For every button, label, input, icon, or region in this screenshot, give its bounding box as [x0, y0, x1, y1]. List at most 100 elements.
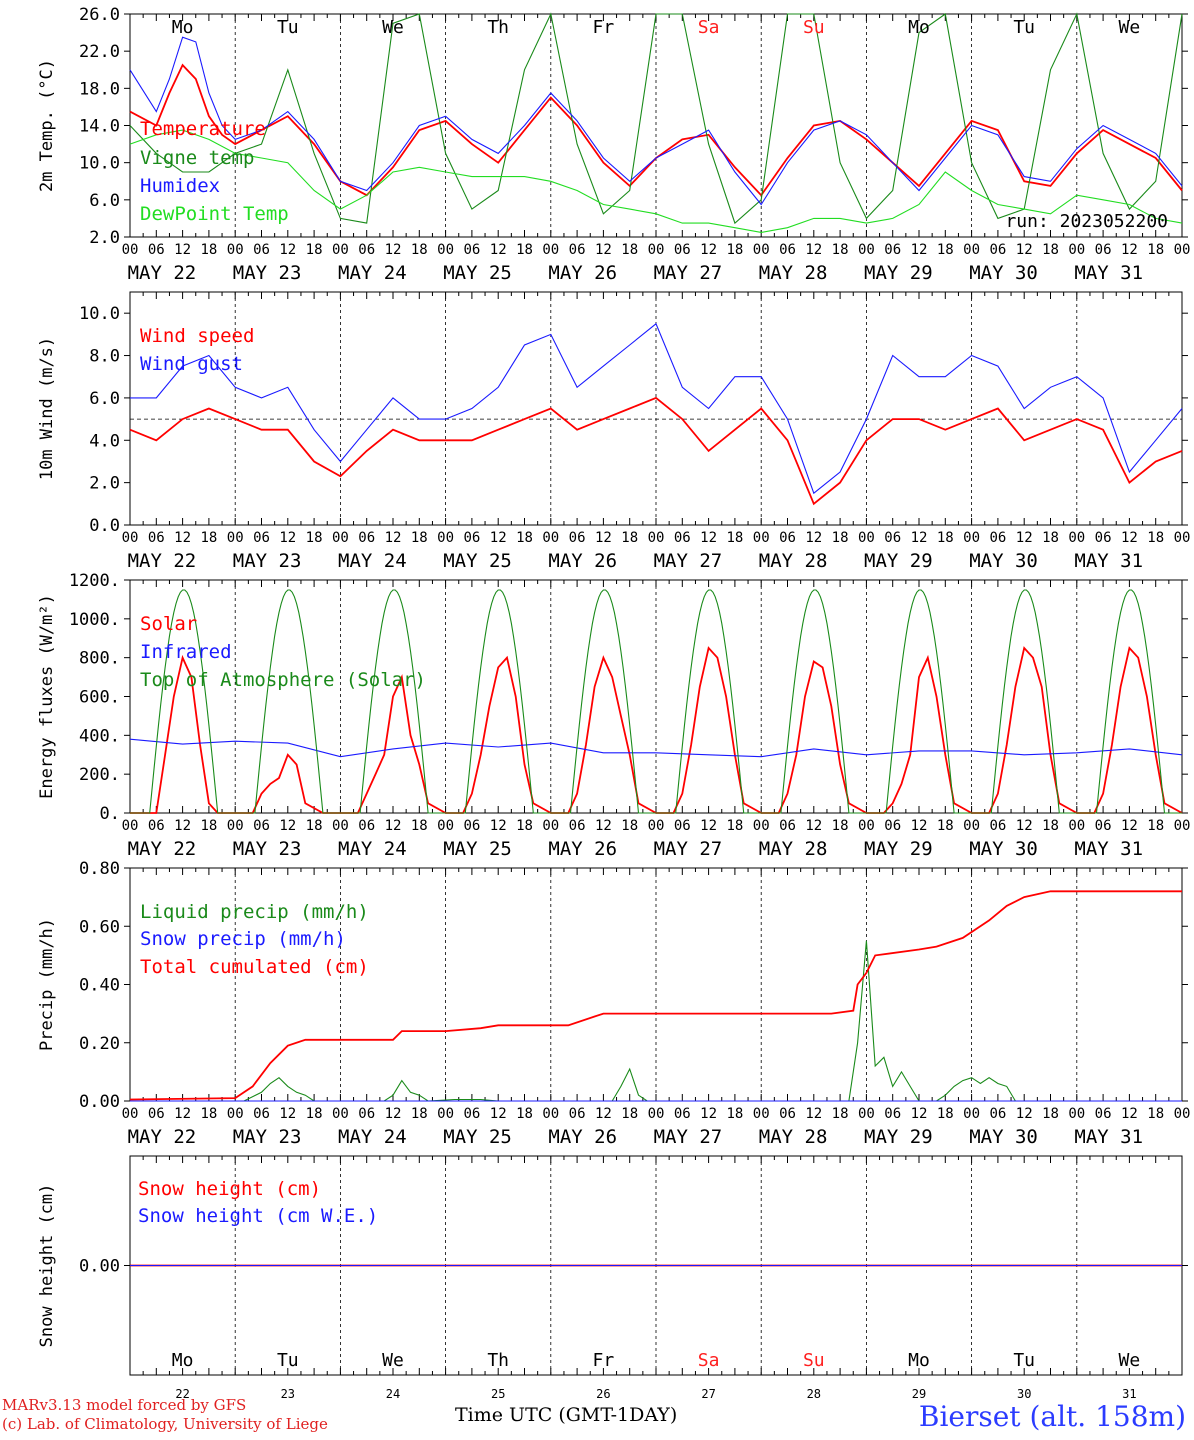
y-tick-label: 6.0 [89, 191, 120, 211]
hour-tick-label: 06 [148, 1106, 165, 1122]
hour-tick-label: 06 [989, 242, 1006, 258]
legend-entry: Top of Atmosphere (Solar) [140, 669, 426, 691]
legend-entry: Infrared [140, 641, 232, 663]
hour-tick-label: 18 [937, 818, 954, 834]
hour-tick-label: 18 [1147, 1106, 1164, 1122]
y-tick-label: 800. [79, 649, 120, 669]
hour-tick-label: 18 [1147, 242, 1164, 258]
hour-tick-label: 00 [1068, 242, 1085, 258]
hour-tick-label: 00 [858, 242, 875, 258]
weekday-label: We [382, 17, 404, 38]
date-label: MAY 30 [969, 838, 1038, 860]
hour-tick-label: 12 [911, 530, 928, 546]
weekday-label: We [1119, 1350, 1141, 1371]
hour-tick-label: 00 [963, 530, 980, 546]
hour-tick-label: 18 [832, 818, 849, 834]
y-axis-label: 2m Temp. (°C) [37, 59, 57, 192]
date-label: MAY 29 [864, 1126, 933, 1148]
legend-entry: Liquid precip (mm/h) [140, 901, 369, 923]
hour-tick-label: 00 [963, 818, 980, 834]
hour-tick-label: 06 [569, 530, 586, 546]
legend-entry: Total cumulated (cm) [140, 956, 369, 978]
day-number-label: 27 [701, 1387, 715, 1401]
date-label: MAY 24 [338, 550, 407, 572]
series-line-wind-gust [130, 322, 1183, 495]
y-tick-label: 0.80 [79, 859, 120, 879]
hour-tick-label: 00 [122, 242, 139, 258]
hour-tick-label: 06 [569, 242, 586, 258]
weekday-label: Sa [698, 17, 720, 38]
hour-tick-label: 12 [174, 530, 191, 546]
date-label: MAY 25 [443, 262, 512, 284]
hour-tick-label: 00 [227, 818, 244, 834]
y-tick-label: 2.0 [89, 474, 120, 494]
weekday-label: Mo [172, 1350, 194, 1371]
hour-tick-label: 00 [332, 818, 349, 834]
hour-tick-label: 00 [122, 818, 139, 834]
hour-tick-label: 00 [542, 818, 559, 834]
hour-tick-label: 06 [779, 530, 796, 546]
date-label: MAY 23 [233, 262, 302, 284]
hour-tick-label: 18 [411, 530, 428, 546]
y-tick-label: 14.0 [79, 117, 120, 137]
hour-tick-label: 00 [332, 242, 349, 258]
y-tick-label: 200. [79, 765, 120, 785]
hour-tick-label: 06 [358, 1106, 375, 1122]
date-label: MAY 30 [969, 262, 1038, 284]
date-label: MAY 23 [233, 838, 302, 860]
date-label: MAY 22 [128, 262, 197, 284]
hour-tick-label: 06 [674, 1106, 691, 1122]
hour-tick-label: 18 [726, 818, 743, 834]
hour-tick-label: 12 [1121, 1106, 1138, 1122]
hour-tick-label: 12 [279, 818, 296, 834]
weekday-label: Su [803, 17, 825, 38]
date-label: MAY 31 [1074, 1126, 1143, 1148]
y-axis-label: Energy fluxes (W/m²) [37, 594, 57, 799]
station-name: Bierset (alt. 158m) [918, 1400, 1186, 1433]
weekday-label: We [382, 1350, 404, 1371]
date-label: MAY 26 [548, 262, 617, 284]
legend-entry: Snow height (cm) [138, 1178, 321, 1200]
hour-tick-label: 00 [1174, 242, 1191, 258]
hour-tick-label: 12 [805, 530, 822, 546]
hour-tick-label: 12 [279, 1106, 296, 1122]
hour-tick-label: 00 [1174, 818, 1191, 834]
weekday-label: Sa [698, 1350, 720, 1371]
series-line-vigne-temp [129, 12, 1183, 225]
date-label: MAY 22 [128, 838, 197, 860]
y-tick-label: 0.0 [89, 516, 120, 536]
date-label: MAY 31 [1074, 262, 1143, 284]
date-label: MAY 24 [338, 1126, 407, 1148]
hour-tick-label: 00 [332, 530, 349, 546]
weekday-label: Tu [277, 1350, 299, 1371]
legend-entry: Snow precip (mm/h) [140, 928, 346, 950]
hour-tick-label: 12 [174, 818, 191, 834]
y-tick-label: 10.0 [79, 154, 120, 174]
hour-tick-label: 00 [648, 530, 665, 546]
day-number-label: 24 [386, 1387, 400, 1401]
hour-tick-label: 00 [963, 1106, 980, 1122]
series-line-temperature [129, 63, 1183, 197]
date-label: MAY 26 [548, 838, 617, 860]
day-number-label: 26 [596, 1387, 610, 1401]
panel-3 [124, 579, 1188, 814]
weekday-label: Th [487, 1350, 509, 1371]
hour-tick-label: 00 [753, 530, 770, 546]
hour-tick-label: 00 [1174, 530, 1191, 546]
hour-tick-label: 00 [227, 242, 244, 258]
y-axis-label: Precip (mm/h) [37, 918, 57, 1051]
hour-tick-label: 06 [884, 818, 901, 834]
hour-tick-label: 00 [437, 530, 454, 546]
hour-tick-label: 12 [911, 1106, 928, 1122]
hour-tick-label: 18 [621, 242, 638, 258]
hour-tick-label: 06 [148, 242, 165, 258]
y-tick-label: 26.0 [79, 5, 120, 25]
hour-tick-label: 18 [1042, 1106, 1059, 1122]
hour-tick-label: 00 [1068, 530, 1085, 546]
hour-tick-label: 18 [516, 530, 533, 546]
hour-tick-label: 18 [516, 818, 533, 834]
date-label: MAY 27 [654, 838, 723, 860]
y-tick-label: 1000. [69, 610, 120, 630]
panel-5 [124, 1155, 1188, 1376]
hour-tick-label: 00 [122, 1106, 139, 1122]
